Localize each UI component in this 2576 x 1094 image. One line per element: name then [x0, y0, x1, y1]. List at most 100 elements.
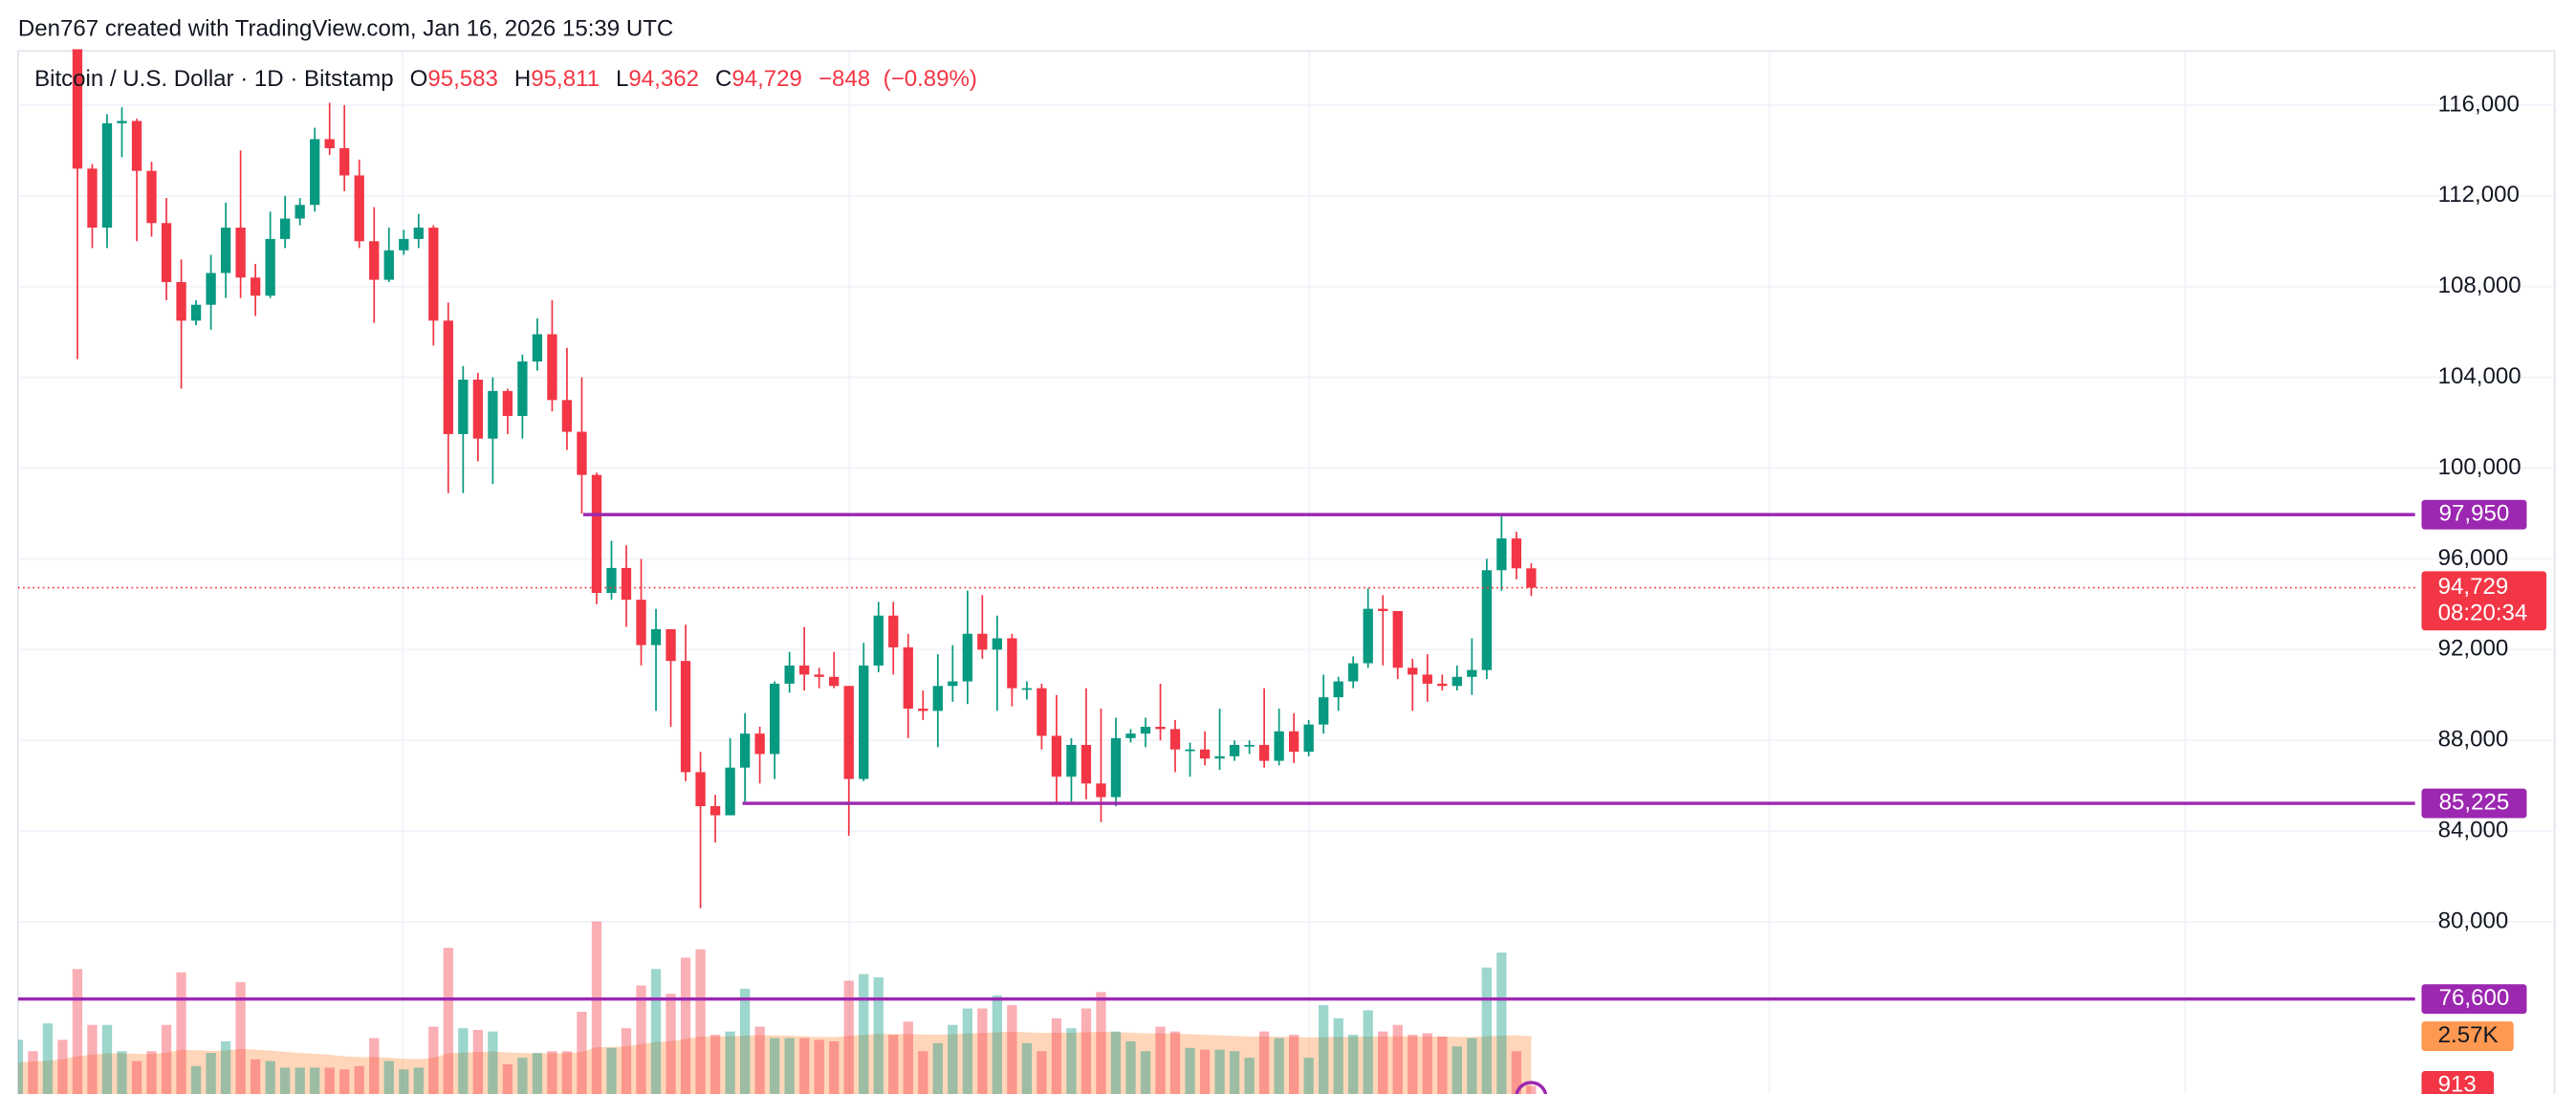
candle-body — [1288, 731, 1299, 753]
volume-bar — [1155, 1026, 1166, 1094]
volume-bar — [1452, 1046, 1462, 1094]
candle-body — [1511, 538, 1522, 569]
time-grid — [402, 51, 2186, 1094]
volume-bar — [443, 948, 453, 1094]
y-tick-label: 84,000 — [2438, 817, 2509, 842]
candle-body — [843, 686, 854, 779]
volume-bar — [324, 1067, 335, 1094]
candle-body — [666, 628, 676, 662]
candle-body — [161, 223, 172, 282]
volume-bar — [1511, 1051, 1522, 1094]
price-badge — [2421, 788, 2527, 819]
y-tick-label: 116,000 — [2438, 91, 2520, 117]
volume-bar — [814, 1039, 824, 1094]
candle-body — [918, 709, 928, 711]
candle-body — [577, 431, 587, 475]
candle-body — [1408, 667, 1418, 675]
countdown: 08:20:34 — [2438, 600, 2528, 625]
y-tick-label: 80,000 — [2438, 908, 2509, 933]
volume-bar — [1408, 1035, 1418, 1094]
chart-border — [17, 50, 2556, 1094]
candle-body — [443, 320, 453, 434]
candle-body — [1169, 729, 1181, 750]
candle-body — [709, 806, 721, 816]
legend-key: H — [514, 67, 531, 93]
volume-bar — [859, 974, 869, 1094]
volume-bar — [220, 1040, 231, 1094]
candle-body — [101, 122, 113, 229]
volume-bar — [458, 1028, 469, 1094]
volume-bar — [739, 988, 751, 1094]
candle-body — [1110, 737, 1122, 798]
volume-bar — [131, 1061, 142, 1094]
volume-bar — [666, 994, 676, 1094]
volume-bar — [591, 921, 602, 1094]
candle-body — [458, 379, 469, 434]
volume-bar — [146, 1051, 157, 1094]
candle-body — [131, 120, 142, 171]
y-tick-label: 112,000 — [2438, 182, 2520, 208]
candle-body — [799, 665, 810, 675]
candle-body — [547, 334, 557, 401]
volume-bar — [962, 1008, 972, 1094]
volume-bar — [992, 995, 1003, 1094]
candle-body — [650, 628, 662, 645]
volume-ma-area — [17, 1031, 1532, 1094]
price-badge-label: 85,225 — [2439, 789, 2510, 815]
candle-body — [1392, 610, 1403, 668]
volume-bar — [1496, 952, 1507, 1094]
volume-bar — [117, 1051, 127, 1094]
volume-bar — [918, 1051, 928, 1094]
volume-bar — [829, 1040, 840, 1094]
candle-body — [87, 168, 98, 229]
candle-body — [190, 304, 202, 321]
candle-body — [339, 147, 350, 176]
candle-body — [310, 139, 320, 206]
legend-value: 95,583 — [427, 67, 498, 93]
candle-body — [1258, 744, 1270, 761]
volume-bar — [888, 1035, 899, 1094]
volume-bar — [577, 1011, 587, 1094]
volume-bar — [754, 1026, 765, 1094]
volume-bar — [532, 1053, 543, 1094]
volume-bar — [1288, 1035, 1299, 1094]
volume-ma-badge — [2421, 1021, 2514, 1052]
volume-bar — [1392, 1024, 1403, 1094]
candle-body — [250, 277, 261, 296]
candle-body — [399, 238, 409, 251]
candle-body — [1348, 663, 1359, 682]
volume-bar — [621, 1028, 632, 1094]
candle-body — [1363, 608, 1373, 664]
y-tick-label: 100,000 — [2438, 454, 2521, 480]
volume-bar — [383, 1061, 394, 1094]
candle-body — [784, 665, 795, 684]
volume-bar — [769, 1038, 780, 1094]
y-tick-label: 92,000 — [2438, 636, 2509, 662]
candle-body — [1155, 726, 1166, 730]
candle-body — [977, 633, 988, 650]
candle-body — [1199, 749, 1211, 759]
volume-bar — [873, 977, 884, 1094]
volume-label: 913 — [2438, 1072, 2477, 1094]
candle-body — [1467, 669, 1477, 677]
candle-body — [324, 139, 335, 148]
candle-body — [1378, 608, 1388, 611]
candle-body — [1319, 697, 1329, 725]
candle-body — [591, 474, 602, 594]
volume-bar — [176, 972, 186, 1094]
volume-bar — [1481, 967, 1492, 1094]
volume-bar — [17, 1039, 24, 1094]
candle-body — [962, 633, 972, 682]
candle-body — [517, 361, 528, 416]
candle-body — [206, 273, 216, 305]
volume-bar — [547, 1051, 557, 1094]
candle-body — [1526, 568, 1537, 588]
legend-value: 94,362 — [628, 67, 699, 93]
price-badge — [2421, 499, 2527, 530]
volume-bar — [1333, 1017, 1343, 1094]
volume-bar — [1319, 1005, 1329, 1094]
legend-key: C — [715, 67, 731, 93]
y-tick-label: 88,000 — [2438, 727, 2509, 753]
